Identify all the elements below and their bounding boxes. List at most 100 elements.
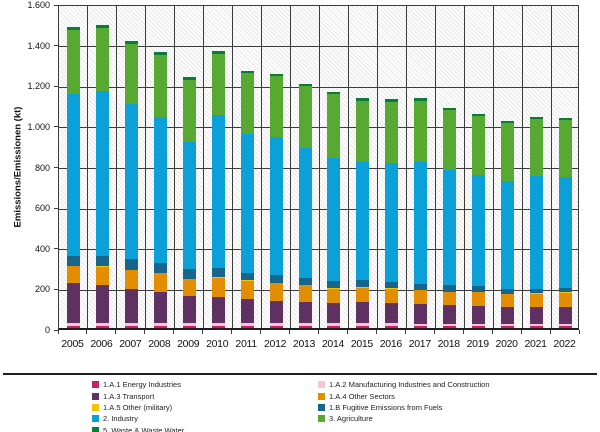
bar-segment	[95, 284, 109, 324]
legend-label: 1.A.3 Transport	[103, 391, 155, 401]
legend-label: 1.A.4 Other Sectors	[329, 391, 395, 401]
bar-segment	[356, 100, 370, 163]
bar-segment	[211, 297, 225, 324]
bar-segment	[414, 290, 428, 305]
bar-segment	[385, 101, 399, 163]
y-tick-mark	[54, 45, 58, 47]
legend-label: 1.A.5 Other (military)	[103, 402, 173, 412]
bar-segment	[66, 323, 80, 326]
x-tick-mark	[318, 330, 319, 334]
legend-swatch-icon	[318, 415, 325, 423]
bar-segment	[182, 141, 196, 270]
legend-label: 1.B Fugitive Emissions from Fuels	[329, 402, 443, 412]
bar-segment	[385, 99, 399, 102]
bar-segment	[472, 305, 486, 324]
bar-segment	[153, 325, 167, 328]
bar-segment	[153, 51, 167, 55]
stacked-bar-2018	[443, 108, 457, 328]
y-tick-label: 1.000	[27, 121, 50, 132]
y-tick-label: 0	[44, 325, 50, 335]
x-tick-label: 2011	[235, 338, 257, 350]
bar-column-2016	[377, 99, 406, 328]
bar-segment	[472, 175, 486, 286]
x-tick-mark	[549, 330, 551, 334]
bar-segment	[414, 283, 428, 290]
stacked-bar-2006	[95, 25, 109, 328]
bar-segment	[211, 325, 225, 328]
bar-segment	[269, 283, 283, 301]
bar-column-2005	[59, 27, 88, 328]
h-gridline	[59, 249, 578, 251]
v-gridline	[550, 6, 552, 328]
bar-column-2010	[204, 51, 233, 328]
y-tick-mark	[54, 4, 58, 6]
bar-segment	[530, 116, 544, 119]
x-tick-label: 2021	[524, 338, 547, 350]
h-gridline	[59, 46, 578, 48]
legend-item: 1.B Fugitive Emissions from Fuels	[318, 402, 490, 413]
y-tick-label: 1.200	[27, 81, 50, 92]
legend-swatch-icon	[318, 403, 325, 411]
x-tick-mark	[578, 330, 580, 334]
bar-segment	[559, 177, 573, 288]
x-tick-mark	[202, 330, 204, 334]
legend-swatch-icon	[92, 426, 99, 432]
v-gridline	[116, 6, 118, 328]
bar-segment	[182, 295, 196, 324]
bar-segment	[472, 116, 486, 176]
bar-column-2017	[406, 98, 435, 328]
bar-segment	[501, 122, 515, 181]
h-gridline	[59, 208, 578, 210]
bar-segment	[414, 100, 428, 163]
bar-segment	[501, 288, 515, 294]
stacked-bar-2011	[240, 70, 254, 328]
legend-swatch-icon	[92, 403, 99, 411]
x-tick-label: 2005	[61, 338, 84, 350]
bar-segment	[66, 282, 80, 324]
v-gridline	[376, 6, 378, 328]
bar-segment	[559, 323, 573, 327]
y-tick-mark	[54, 207, 58, 209]
stacked-bar-2017	[414, 98, 428, 328]
x-tick-mark	[520, 330, 522, 334]
v-gridline	[405, 6, 407, 328]
x-tick-mark	[404, 330, 406, 334]
v-gridline	[434, 6, 436, 328]
bar-segment	[269, 300, 283, 324]
stacked-bar-2019	[472, 114, 486, 328]
bar-segment	[240, 272, 254, 281]
bar-segment	[443, 326, 457, 328]
bar-segment	[501, 180, 515, 289]
x-tick-label: 2007	[119, 338, 142, 350]
bar-segment	[298, 148, 312, 279]
bar-segment	[240, 73, 254, 135]
stacked-bar-2010	[211, 51, 225, 328]
stacked-bar-2016	[385, 99, 399, 328]
legend-column-2: 1.A.2 Manufacturing Industries and Const…	[318, 379, 490, 425]
x-tick-label: 2015	[350, 338, 373, 350]
bar-column-2012	[262, 73, 291, 328]
bar-segment	[501, 323, 515, 327]
x-tick-mark	[115, 330, 117, 334]
bar-segment	[95, 323, 109, 326]
bar-segment	[385, 325, 399, 328]
bar-segment	[530, 175, 544, 289]
bar-segment	[443, 108, 457, 111]
bar-segment	[472, 326, 486, 328]
bar-segment	[559, 326, 573, 328]
bar-segment	[66, 94, 80, 256]
bar-segment	[414, 162, 428, 284]
y-tick-label: 1.400	[27, 40, 50, 51]
bar-segment	[269, 323, 283, 326]
stacked-bar-2014	[327, 92, 341, 328]
bar-segment	[95, 25, 109, 29]
stacked-bar-2008	[153, 51, 167, 328]
bar-segment	[153, 54, 167, 117]
x-tick-mark	[173, 330, 175, 334]
legend-swatch-icon	[318, 381, 325, 389]
stacked-bar-2020	[501, 120, 515, 328]
bar-segment	[66, 255, 80, 266]
y-tick-label: 200	[34, 284, 50, 295]
bar-segment	[66, 266, 80, 283]
x-tick-label: 2009	[177, 338, 200, 350]
